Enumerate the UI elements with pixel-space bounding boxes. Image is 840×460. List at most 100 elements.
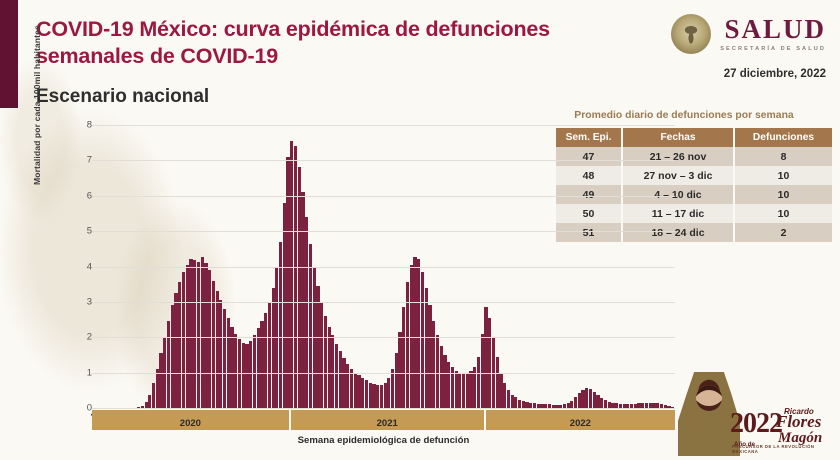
y-axis-tick-label: 3 <box>86 296 92 308</box>
table-caption: Promedio diario de defunciones por seman… <box>574 110 794 121</box>
bar <box>630 404 634 408</box>
page-subtitle: Escenario nacional <box>36 86 210 107</box>
bar <box>536 403 540 408</box>
bar <box>521 400 525 408</box>
gridline <box>92 408 675 409</box>
bar <box>368 382 372 408</box>
bar <box>204 262 208 408</box>
bar <box>271 287 275 408</box>
bar <box>222 308 227 408</box>
table-cell: 48 <box>556 166 623 185</box>
bar <box>249 340 253 408</box>
logo-name-first: Ricardo <box>784 407 814 416</box>
bar <box>637 403 641 408</box>
bar <box>663 404 667 408</box>
logo-tagline: PRECURSOR DE LA REVOLUCIÓN MEXICANA <box>732 444 815 454</box>
bar <box>349 369 354 408</box>
bar <box>372 383 376 408</box>
bar <box>234 333 238 408</box>
bar <box>208 270 212 408</box>
bar <box>626 404 630 408</box>
table-row: 48 27 nov – 3 dic 10 <box>556 166 832 185</box>
bar <box>577 393 581 408</box>
y-axis-tick-label: 2 <box>86 331 92 343</box>
page-title: COVID-19 México: curva epidémica de defu… <box>36 17 550 69</box>
bar <box>260 321 264 408</box>
bar <box>193 260 197 408</box>
bar <box>383 383 387 408</box>
year-band: 2022 <box>485 410 675 430</box>
bar <box>607 401 611 408</box>
bar <box>398 331 402 408</box>
bar <box>144 401 148 408</box>
column-header-sem-epi: Sem. Epi. <box>556 128 623 147</box>
bar <box>409 264 413 408</box>
bar <box>671 406 675 408</box>
gridline <box>92 195 675 197</box>
bar <box>517 399 522 408</box>
bar <box>435 335 440 408</box>
y-axis-tick-label: 1 <box>86 367 92 379</box>
bar <box>361 377 365 408</box>
bar <box>293 146 298 408</box>
bar <box>394 353 398 408</box>
bar <box>510 394 514 408</box>
table-cell: 4 – 10 dic <box>622 185 735 204</box>
table-cell: 50 <box>556 204 623 223</box>
bar <box>256 328 260 408</box>
bar <box>342 358 346 408</box>
bar <box>473 367 477 408</box>
bar <box>596 395 600 408</box>
bar <box>454 370 458 408</box>
bar <box>140 405 145 408</box>
bar <box>611 402 615 408</box>
bar <box>555 404 559 408</box>
y-axis: 0 1 2 3 4 5 6 7 8 <box>40 120 92 414</box>
bar <box>506 390 510 408</box>
column-header-fechas: Fechas <box>622 128 735 147</box>
plot-area <box>92 125 675 409</box>
year-band: 2021 <box>290 410 486 430</box>
table-cell: 2 <box>734 223 832 242</box>
bar <box>656 403 660 408</box>
bar <box>562 404 566 408</box>
table-header-row: Sem. Epi. Fechas Defunciones <box>556 128 832 147</box>
salud-logo-block: SALUD SECRETARÍA DE SALUD 27 diciembre, … <box>636 14 826 80</box>
bar <box>588 388 593 408</box>
bar <box>320 301 324 408</box>
bar <box>155 369 159 408</box>
bar <box>413 256 417 408</box>
bar <box>648 402 652 408</box>
bar-series <box>92 125 675 408</box>
bar <box>622 404 626 408</box>
bar <box>458 373 462 408</box>
bar <box>615 403 619 408</box>
bar <box>420 271 425 408</box>
bar <box>174 293 178 408</box>
bar <box>196 262 201 408</box>
bar <box>387 377 391 408</box>
bar <box>574 397 578 408</box>
salud-subtitle: SECRETARÍA DE SALUD <box>720 46 826 52</box>
bar <box>170 305 174 408</box>
report-date: 27 diciembre, 2022 <box>723 68 826 80</box>
y-axis-tick-label: 4 <box>86 261 92 272</box>
y-axis-tick-label: 8 <box>86 119 92 131</box>
gridline <box>92 125 675 126</box>
salud-wordmark: SALUD <box>724 14 826 44</box>
year-bands: 2020 2021 2022 <box>92 410 675 430</box>
bar <box>581 389 585 408</box>
bar <box>305 216 309 408</box>
bar <box>245 344 249 408</box>
bar <box>600 398 604 408</box>
bar <box>570 400 574 408</box>
bar <box>402 307 406 408</box>
bar <box>480 333 484 408</box>
bar <box>499 372 503 408</box>
bar <box>267 301 271 408</box>
y-axis-tick-label: 0 <box>86 402 92 414</box>
year-band-label: 2022 <box>569 418 591 429</box>
table-row: 49 4 – 10 dic 10 <box>556 185 832 204</box>
y-axis-tick-label: 5 <box>86 225 92 237</box>
